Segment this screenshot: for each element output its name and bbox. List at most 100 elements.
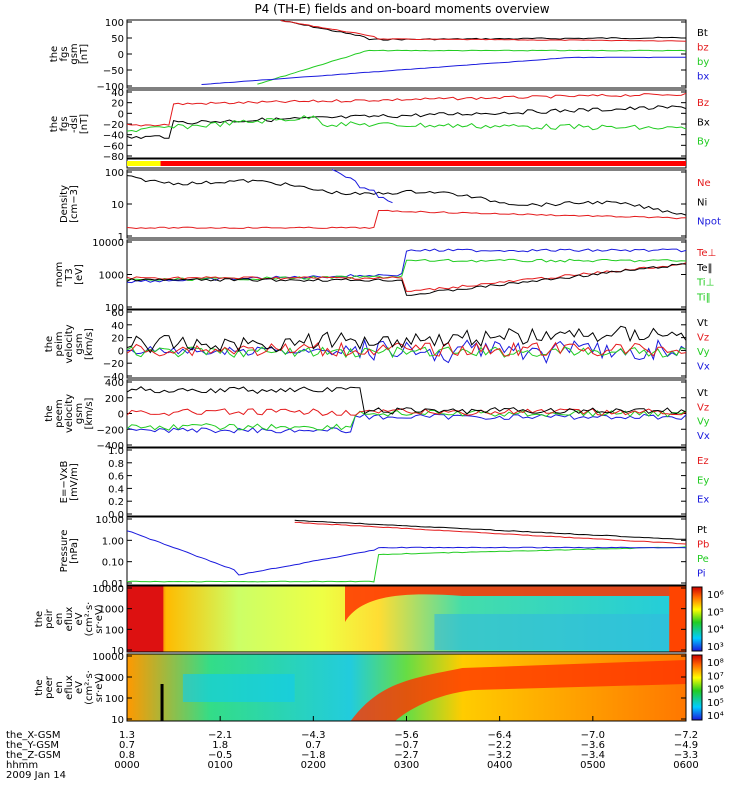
y-axis-label-line: peir <box>44 608 55 628</box>
y-tick-label: −40 <box>103 131 124 142</box>
x-tick-label: −2.1 <box>208 730 232 741</box>
x-tick-label: 1.8 <box>212 740 228 751</box>
series-line-ni <box>126 175 687 216</box>
legend-entry: Bx <box>697 117 710 128</box>
y-tick-label: 20 <box>111 334 124 345</box>
x-tick-label: 0600 <box>673 760 698 771</box>
y-axis-label: momT3[eV] <box>54 262 85 288</box>
panel-frame <box>126 379 687 448</box>
series-line-pe <box>126 546 687 583</box>
y-axis-label-line: eV <box>74 681 85 694</box>
x-tick-label: −1.8 <box>301 750 325 761</box>
y-tick-label: 10000 <box>92 652 124 663</box>
y-axis-label: thefgsgsm[nT] <box>49 43 90 64</box>
y-tick-label: 0.10 <box>102 558 124 569</box>
y-tick-label: 10 <box>111 715 124 726</box>
y-tick-label: 0.2 <box>108 497 124 508</box>
x-tick-label: 0200 <box>301 760 326 771</box>
y-axis-label-line: [km/s] <box>84 397 95 429</box>
y-tick-label: 1000 <box>99 605 124 616</box>
y-tick-label: 100 <box>105 694 124 705</box>
legend-entry: Te‖ <box>696 263 713 274</box>
x-tick-label: −5.6 <box>394 730 418 741</box>
legend-entry: Pt <box>697 525 707 536</box>
y-axis-label-line: gsm <box>69 43 80 64</box>
legend-entry: Ex <box>697 495 709 506</box>
y-tick-label: −50 <box>103 66 124 77</box>
y-axis-label-line: E=−VxB <box>59 461 70 504</box>
y-axis-label-line: [mV/m] <box>69 463 80 501</box>
x-tick-label: 1.3 <box>119 730 135 741</box>
x-axis-row-label: the_Y-GSM <box>6 740 59 751</box>
y-axis-label-line: eflux <box>64 607 75 632</box>
y-axis-label-line: velocity <box>64 324 75 363</box>
y-tick-label: 60 <box>111 308 124 319</box>
x-tick-label: −3.4 <box>581 750 605 761</box>
x-tick-label: −7.0 <box>581 730 605 741</box>
series-line-bx <box>201 56 686 85</box>
x-tick-label: −4.9 <box>674 740 698 751</box>
series-line-by <box>257 49 687 85</box>
y-axis-label-line: the <box>44 336 55 352</box>
legend-entry: Ti‖ <box>696 292 711 303</box>
legend-entry: Pi <box>697 569 706 580</box>
y-axis-label-line: [nPa] <box>69 538 80 564</box>
y-tick-label: 10 <box>111 646 124 657</box>
panel-6: 60 40 200 −20 −40 thepeimvelocitygsm[km/s] Vt V… <box>44 308 710 383</box>
y-axis-label-line: [nT] <box>79 114 90 134</box>
y-tick-label: −20 <box>103 120 124 131</box>
x-tick-label: −3.3 <box>674 750 698 761</box>
series-line-vt <box>126 325 687 354</box>
y-axis-label-line: the <box>34 611 45 627</box>
y-axis-label: thepeemvelocitygsm[km/s] <box>44 394 95 433</box>
spectrogram-band <box>345 586 686 622</box>
series-line-pt <box>294 519 686 540</box>
colorbar-label: 10⁴ <box>707 625 724 636</box>
y-axis-label-line: en <box>54 681 65 694</box>
legend-entry: Npot <box>697 217 721 228</box>
panel-frame <box>126 585 687 653</box>
y-axis-label-line: peem <box>54 399 65 427</box>
y-axis-label-line: sr·eV) <box>94 604 105 633</box>
legend-entry: Vx <box>697 431 710 442</box>
y-axis-label-line: gsm <box>74 333 85 354</box>
y-axis-label-line: velocity <box>64 394 75 433</box>
y-axis-label-line: the <box>34 679 45 695</box>
spectrogram-band <box>350 660 686 721</box>
y-axis-label-line: T3 <box>64 268 75 281</box>
panel-3 <box>126 158 687 169</box>
y-axis-label-line: (cm²·s· <box>84 602 95 637</box>
panel-frame <box>126 239 687 310</box>
status-bar-red <box>160 161 687 166</box>
x-tick-label: 0300 <box>394 760 419 771</box>
y-tick-label: 0 <box>118 109 124 120</box>
x-tick-label: 0500 <box>580 760 605 771</box>
legend-entry: Vz <box>697 402 709 413</box>
colorbar <box>691 654 703 721</box>
legend-entry: Vy <box>697 347 710 358</box>
spectrogram-band <box>160 684 164 721</box>
panel-frame <box>126 19 687 89</box>
status-bar-yellow <box>127 161 161 166</box>
y-tick-label: 0.8 <box>108 459 124 470</box>
legend-entry: Vx <box>697 362 710 373</box>
y-tick-label: −40 <box>103 372 124 383</box>
series-line-bz <box>126 92 687 127</box>
x-tick-label: −0.5 <box>208 750 232 761</box>
y-axis-label-line: mom <box>54 262 65 288</box>
y-axis-label-line: fgs <box>59 46 70 61</box>
series-line-te-par <box>126 263 687 296</box>
legend-entry: Ti⊥ <box>696 278 714 289</box>
legend-entry: Ey <box>697 475 709 486</box>
x-tick-label: 0400 <box>487 760 512 771</box>
panel-frame <box>126 516 687 586</box>
y-tick-label: −400 <box>97 441 124 452</box>
y-axis-label-line: fgs <box>59 116 70 131</box>
y-axis-label: Density[cm−3] <box>59 185 80 223</box>
legend-entry: Pb <box>697 540 709 551</box>
colorbar-label: 10⁷ <box>707 671 724 682</box>
y-axis-label-line: en <box>54 613 65 626</box>
series-line-bz <box>280 19 687 42</box>
y-axis-label: thepeirenefluxeV(cm²·s·sr·eV) <box>34 602 105 637</box>
